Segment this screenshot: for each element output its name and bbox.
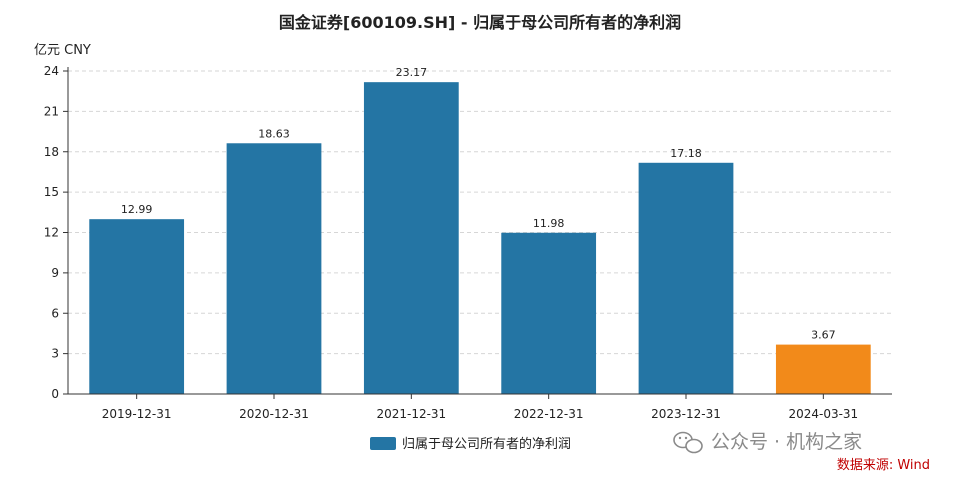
y-tick-label: 9 <box>51 266 59 280</box>
wechat-icon <box>673 431 703 454</box>
data-labels: 12.99 18.63 23.17 11.98 17.18 3.67 <box>121 66 836 341</box>
watermark-text: 公众号 · 机构之家 <box>711 431 862 453</box>
y-tick-label: 12 <box>44 226 59 240</box>
data-label: 18.63 <box>258 127 290 140</box>
x-tick-label: 2019-12-31 <box>102 407 172 421</box>
legend-label: 归属于母公司所有者的净利润 <box>402 436 571 452</box>
y-tick-label: 0 <box>51 387 59 401</box>
y-axis-unit-label: 亿元 CNY <box>34 43 91 58</box>
x-tick-label: 2024-03-31 <box>788 407 858 421</box>
y-tick-label: 24 <box>44 64 59 78</box>
gridlines <box>68 70 892 355</box>
legend: 归属于母公司所有者的净利润 <box>370 436 571 452</box>
y-tick-label: 6 <box>51 306 59 320</box>
data-label: 11.98 <box>533 217 565 230</box>
legend-swatch <box>370 437 396 450</box>
y-tick-label: 21 <box>44 104 59 118</box>
y-tick-label: 15 <box>44 185 59 199</box>
bar <box>775 344 871 394</box>
data-label: 3.67 <box>811 329 836 342</box>
y-axis: 0 3 6 9 12 15 18 21 24 <box>44 64 69 401</box>
x-tick-label: 2021-12-31 <box>376 407 446 421</box>
y-tick-label: 3 <box>51 347 59 361</box>
watermark: 公众号 · 机构之家 <box>673 431 862 454</box>
chart-title: 国金证券[600109.SH] - 归属于母公司所有者的净利润 <box>279 13 681 32</box>
y-tick-label: 18 <box>44 145 59 159</box>
data-label: 12.99 <box>121 203 153 216</box>
bars <box>89 82 871 395</box>
data-label: 17.18 <box>670 147 702 160</box>
data-label: 23.17 <box>396 66 428 79</box>
bar <box>226 143 322 394</box>
bar <box>89 219 185 394</box>
x-axis: 2019-12-31 2020-12-31 2021-12-31 2022-12-31… <box>68 393 892 421</box>
bar <box>501 232 597 394</box>
source-note: 数据来源: Wind <box>837 458 930 473</box>
x-tick-label: 2022-12-31 <box>514 407 584 421</box>
bar <box>638 162 734 394</box>
x-tick-label: 2023-12-31 <box>651 407 721 421</box>
bar <box>363 82 459 395</box>
x-tick-label: 2020-12-31 <box>239 407 309 421</box>
